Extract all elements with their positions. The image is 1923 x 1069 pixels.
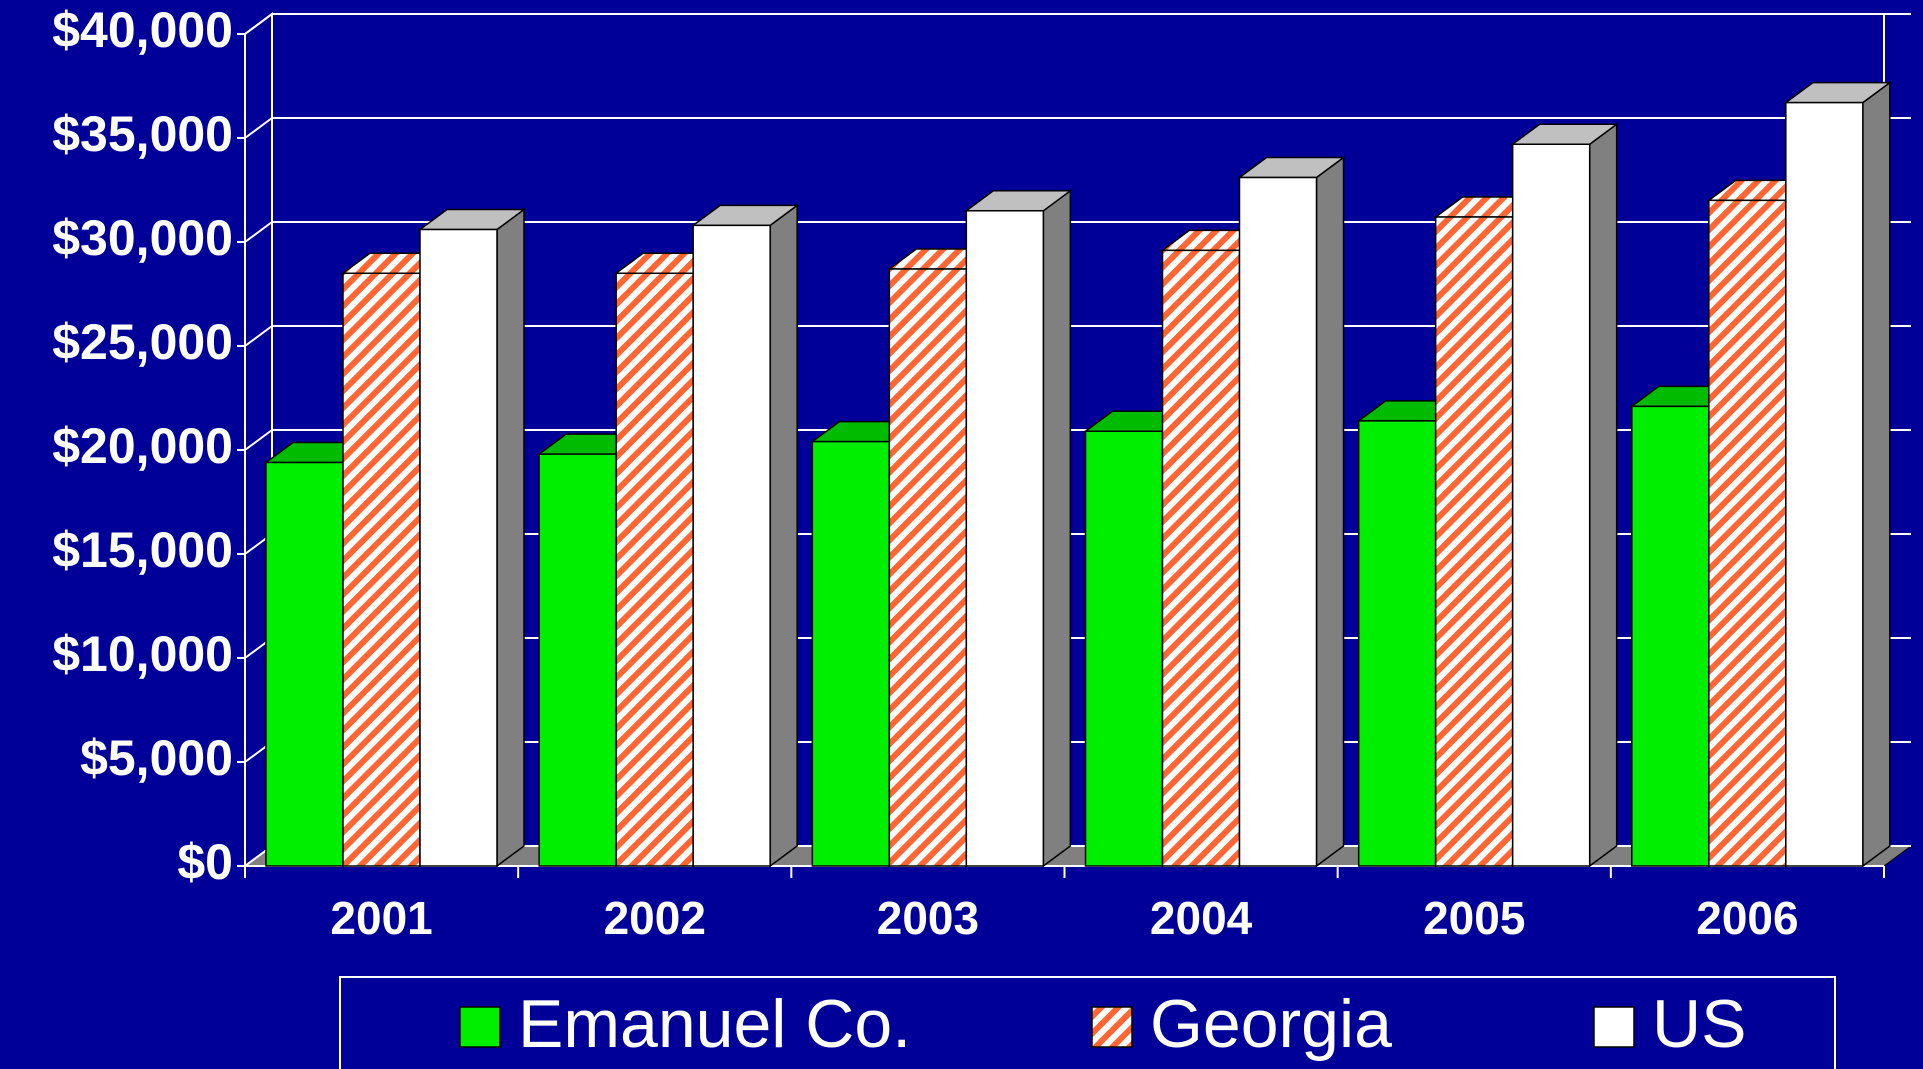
x-tick-label: 2003 [877,892,979,944]
legend-label: Emanuel Co. [518,986,911,1062]
legend-swatch [459,1006,501,1048]
bar-front [1161,249,1241,867]
bar-front [1434,216,1514,867]
y-tick-label: $30,000 [52,210,233,266]
bar-front [1084,430,1164,867]
y-tick-label: $5,000 [80,730,233,786]
bar-front [692,224,771,867]
y-tick-label: $10,000 [52,626,233,682]
y-tick-label: $20,000 [52,418,233,474]
grid-line-side [244,221,273,243]
y-tick-label: $35,000 [52,106,233,162]
bar-side [1315,156,1345,868]
bar [1510,122,1619,868]
y-tick-label: $25,000 [52,314,233,370]
bar-front [538,453,617,867]
bar-front [811,440,891,867]
bar-front [419,228,498,867]
legend-swatch [1091,1006,1133,1048]
grid-line-side [244,429,273,451]
legend-swatch [1593,1006,1635,1048]
legend-label: Georgia [1150,986,1392,1062]
bar [964,189,1073,868]
bar-front [1238,176,1318,867]
bar-side [1862,81,1891,868]
y-tick-label: $15,000 [52,522,233,578]
bar-front [1357,420,1437,867]
x-tick-label: 2004 [1150,892,1253,944]
x-tick-label: 2002 [604,892,706,944]
bar-front [888,268,968,867]
legend-box [339,976,1836,1069]
bar-front [1631,405,1710,867]
bar-front [342,272,421,867]
bar [1783,81,1893,868]
bar-front [965,210,1045,867]
bar-side [496,208,525,868]
x-tick-label: 2001 [330,892,432,944]
bar-front [1708,199,1787,867]
bar [417,208,527,868]
legend-label: US [1652,986,1746,1062]
bar [1237,156,1346,868]
bar-front [1511,143,1591,867]
x-tick-label: 2006 [1696,892,1798,944]
bar-side [1588,122,1618,868]
y-tick-label: $40,000 [52,2,233,58]
grid-line-side [244,13,273,35]
grid-line-side [244,117,273,139]
bar [690,203,800,868]
bar-side [1042,189,1072,868]
x-tick-label: 2005 [1423,892,1525,944]
bar-front [1785,101,1864,867]
grid-line-side [244,325,273,347]
bar-front [265,461,344,867]
bar-side [769,203,798,868]
y-tick-label: $0 [177,834,233,890]
bar-front [615,272,694,867]
